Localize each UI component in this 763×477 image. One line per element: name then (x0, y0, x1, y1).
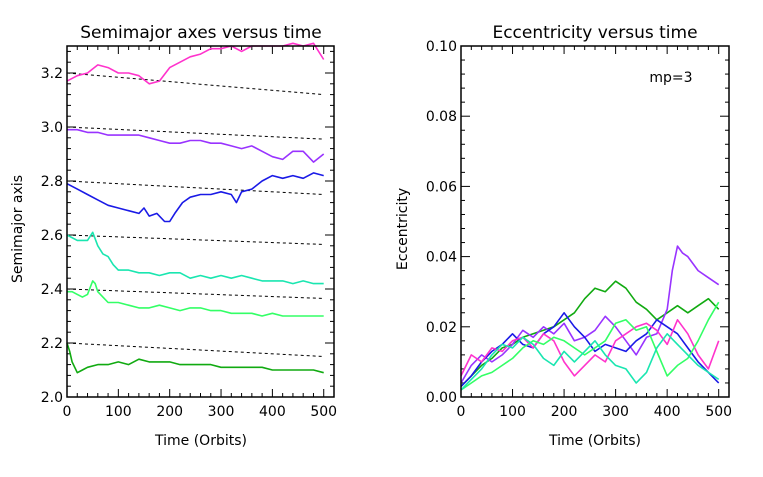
eccentricity-lines (460, 245, 720, 391)
semimajor-panel: Semimajor axes versus time Time (Orbits)… (10, 23, 337, 449)
semimajor-frame (66, 45, 335, 398)
semimajor-reference-line-ref-2.8 (66, 180, 324, 195)
semimajor-series-cyan (66, 231, 324, 285)
semimajor-series-purple (67, 128, 325, 163)
eccentricity-ytick-label: 0.08 (426, 109, 457, 125)
semimajor-xtick-label: 300 (208, 404, 235, 420)
eccentricity-ytick-label: 0.04 (426, 250, 457, 266)
semimajor-ytick-label: 3.2 (41, 66, 63, 82)
semimajor-lines (66, 42, 325, 374)
eccentricity-ytick-label: 0.02 (426, 320, 457, 336)
semimajor-xtick-label: 100 (105, 404, 132, 420)
eccentricity-series-cyan (460, 332, 720, 391)
eccentricity-xtick-label: 300 (602, 404, 629, 420)
semimajor-ylabel: Semimajor axis (10, 175, 26, 283)
semimajor-ytick-label: 3.0 (41, 120, 63, 136)
eccentricity-title: Eccentricity versus time (492, 23, 697, 43)
semimajor-ticks (66, 46, 335, 398)
semimajor-ytick-label: 2.8 (41, 174, 63, 190)
mass-annotation: mp=3 (649, 70, 692, 86)
eccentricity-series-purple (460, 245, 720, 384)
semimajor-ytick-label: 2.6 (41, 228, 63, 244)
semimajor-xtick-label: 200 (156, 404, 183, 420)
semimajor-ytick-label: 2.4 (41, 282, 63, 298)
eccentricity-series-blue (460, 311, 720, 388)
semimajor-series-magenta (66, 42, 325, 85)
semimajor-xlabel: Time (Orbits) (154, 433, 247, 449)
eccentricity-ytick-label: 0.00 (426, 390, 457, 406)
eccentricity-ticks (460, 45, 730, 398)
eccentricity-series-green (460, 301, 720, 391)
eccentricity-series-magenta (460, 318, 720, 377)
eccentricity-ytick-label: 0.10 (426, 39, 457, 55)
semimajor-series-green (67, 280, 324, 317)
eccentricity-xtick-label: 400 (654, 404, 681, 420)
semimajor-reference-line-ref-2.4 (66, 288, 324, 299)
semimajor-xtick-label: 400 (259, 404, 286, 420)
semimajor-reference-line-ref-3.0 (66, 126, 324, 140)
eccentricity-ylabel: Eccentricity (395, 188, 411, 270)
semimajor-series-darkgreen (66, 342, 324, 374)
semimajor-reference-line-ref-3.2 (66, 72, 324, 96)
semimajor-title: Semimajor axes versus time (80, 23, 322, 43)
eccentricity-xtick-label: 200 (551, 404, 578, 420)
semimajor-xtick-label: 500 (310, 404, 337, 420)
semimajor-ytick-label: 2.2 (41, 336, 63, 352)
eccentricity-ytick-label: 0.06 (426, 179, 457, 195)
semimajor-reference-line-ref-2.6 (66, 234, 324, 245)
eccentricity-xtick-label: 100 (499, 404, 526, 420)
eccentricity-xtick-label: 0 (457, 404, 466, 420)
semimajor-reference-line-ref-2.2 (66, 342, 324, 357)
eccentricity-frame (460, 45, 730, 398)
eccentricity-series-darkgreen (460, 280, 720, 388)
semimajor-series-blue (66, 172, 324, 223)
semimajor-xtick-label: 0 (63, 404, 72, 420)
eccentricity-xlabel: Time (Orbits) (548, 433, 641, 449)
eccentricity-xtick-label: 500 (705, 404, 732, 420)
semimajor-ytick-label: 2.0 (41, 390, 63, 406)
eccentricity-tick-labels: 0 100 200 300 400 500 0.00 0.02 0.04 0.06 0.08 0.10 (426, 39, 732, 420)
semimajor-tick-labels: 0 100 200 300 400 500 2.0 2.2 2.4 2.6 2.8 3.0 3.2 (41, 66, 337, 420)
eccentricity-panel: Eccentricity versus time Time (Orbits) E… (395, 23, 732, 449)
